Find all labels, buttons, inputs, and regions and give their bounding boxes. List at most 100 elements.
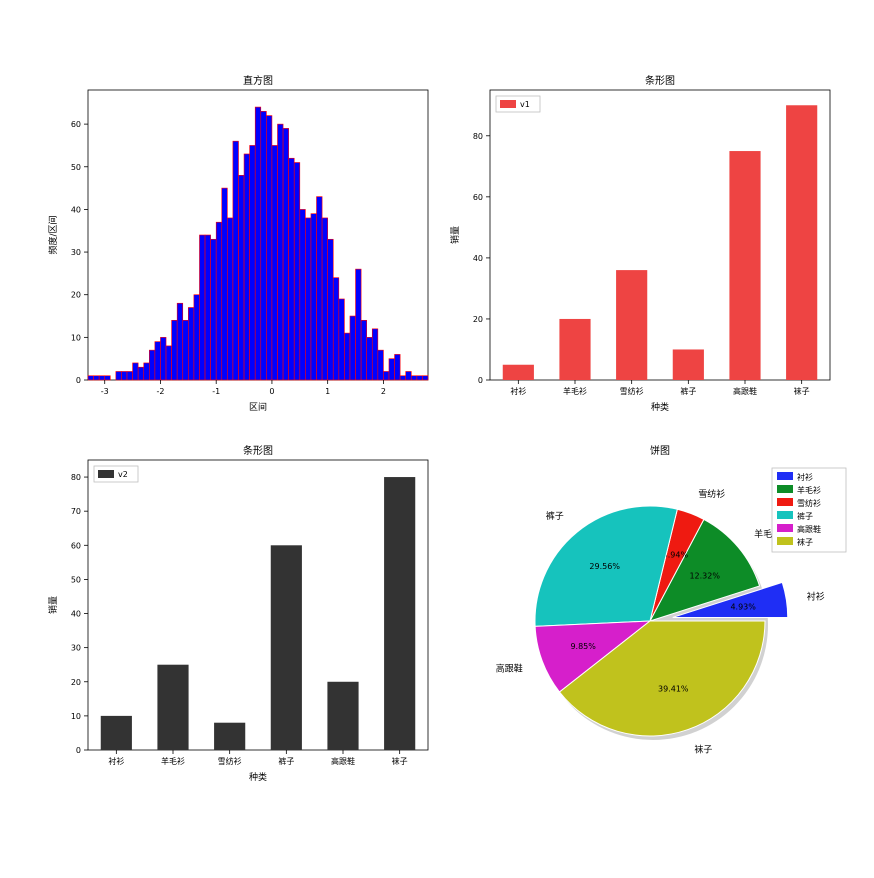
hist-bar (172, 320, 178, 380)
legend-label: 高跟鞋 (797, 524, 821, 534)
bar2-legend: v2 (94, 466, 138, 482)
xlabel: 种类 (249, 771, 267, 783)
bar1-legend: v1 (496, 96, 540, 112)
hist-bar (138, 367, 144, 380)
hist-bar (166, 346, 172, 380)
hist-bar (305, 218, 311, 380)
hist-bar (233, 141, 239, 380)
hist-bar (238, 175, 244, 380)
xtick-label: 裤子 (680, 386, 696, 396)
ytick-label: 20 (71, 678, 81, 687)
hist-bar (367, 337, 373, 380)
bar2-bar (214, 723, 245, 750)
legend-label: v2 (118, 470, 128, 479)
hist-bar (99, 376, 105, 380)
hist-bar (205, 235, 211, 380)
legend-label: 裤子 (797, 511, 813, 521)
hist-bar (328, 239, 334, 380)
legend-label: 雪纺衫 (797, 498, 821, 508)
hist-bar (177, 303, 183, 380)
ytick-label: 40 (71, 205, 81, 214)
xtick-label: 2 (381, 387, 386, 396)
histogram-chart: -3-2-10120102030405060直方图区间频度/区间 (43, 72, 434, 420)
xlabel: 区间 (249, 401, 267, 413)
xlabel: 种类 (651, 401, 669, 413)
hist-bar (133, 363, 139, 380)
hist-bar (266, 116, 272, 380)
bar1-bar (616, 270, 647, 380)
hist-bar (283, 128, 289, 380)
bar2-bar (271, 545, 302, 750)
chart-title: 饼图 (650, 444, 670, 457)
bar1-bar (559, 319, 590, 380)
ytick-label: 20 (473, 315, 483, 324)
xtick-label: 羊毛衫 (161, 756, 185, 766)
hist-bar (317, 197, 323, 380)
xtick-label: -1 (212, 387, 220, 396)
hist-bar (250, 145, 256, 380)
legend-label: v1 (520, 100, 530, 109)
hist-bar (289, 158, 295, 380)
hist-bar (188, 308, 194, 381)
hist-bar (255, 107, 261, 380)
pie-outer-label: 高跟鞋 (496, 662, 523, 674)
pie-outer-label: 裤子 (546, 510, 564, 522)
xtick-label: 袜子 (392, 756, 408, 766)
ytick-label: 60 (71, 541, 81, 550)
pie-pct-label: 29.56% (589, 562, 620, 571)
hist-bar (94, 376, 100, 380)
hist-bar (294, 163, 300, 381)
hist-bar (378, 350, 384, 380)
ytick-label: 70 (71, 507, 81, 516)
hist-bar (372, 329, 378, 380)
hist-bar (194, 295, 200, 380)
pie-subplot: 饼图4.93%衬衫12.32%羊毛衫3.94%雪纺衫29.56%裤子9.85%高… (470, 442, 850, 770)
hist-bar (339, 299, 345, 380)
hist-bar (322, 218, 328, 380)
hist-bar (300, 209, 306, 380)
ytick-label: 50 (71, 163, 81, 172)
chart-title: 直方图 (243, 74, 273, 87)
hist-bar (183, 320, 189, 380)
xtick-label: 雪纺衫 (620, 386, 644, 396)
legend-label: 衬衫 (797, 472, 813, 482)
ylabel: 频度/区间 (47, 215, 59, 254)
xtick-label: 裤子 (278, 756, 294, 766)
xtick-label: 衬衫 (510, 386, 526, 396)
ytick-label: 40 (473, 254, 483, 263)
histogram-subplot: -3-2-10120102030405060直方图区间频度/区间 (43, 72, 434, 420)
ytick-label: 10 (71, 712, 81, 721)
ytick-label: 0 (76, 376, 81, 385)
bar1-bar (729, 151, 760, 380)
bar2-bar (157, 665, 188, 750)
bar2-chart: 衬衫羊毛衫雪纺衫裤子高跟鞋袜子01020304050607080条形图种类销量v… (43, 442, 434, 790)
xtick-label: 雪纺衫 (218, 756, 242, 766)
xtick-label: 高跟鞋 (733, 386, 757, 396)
ytick-label: 30 (71, 248, 81, 257)
pie-chart: 饼图4.93%衬衫12.32%羊毛衫3.94%雪纺衫29.56%裤子9.85%高… (470, 442, 850, 770)
hist-bar (127, 371, 133, 380)
pie-outer-label: 衬衫 (807, 591, 825, 603)
hist-bar (244, 154, 250, 380)
bar1-bar (503, 365, 534, 380)
xtick-label: 衬衫 (108, 756, 124, 766)
hist-bar (389, 359, 395, 380)
xtick-label: 1 (325, 387, 330, 396)
hist-bar (383, 371, 389, 380)
ylabel: 销量 (449, 226, 461, 244)
xtick-label: -3 (101, 387, 109, 396)
ytick-label: 0 (76, 746, 81, 755)
hist-bar (400, 376, 406, 380)
ytick-label: 0 (478, 376, 483, 385)
xtick-label: 袜子 (794, 386, 810, 396)
pie-outer-label: 袜子 (694, 743, 712, 755)
hist-bar (216, 222, 222, 380)
hist-bar (160, 337, 166, 380)
ytick-label: 20 (71, 291, 81, 300)
hist-bar (121, 371, 127, 380)
pie-outer-label: 雪纺衫 (698, 488, 725, 500)
hist-bar (406, 371, 412, 380)
chart-title: 条形图 (243, 444, 273, 457)
hist-bar (88, 376, 94, 380)
ytick-label: 80 (473, 132, 483, 141)
